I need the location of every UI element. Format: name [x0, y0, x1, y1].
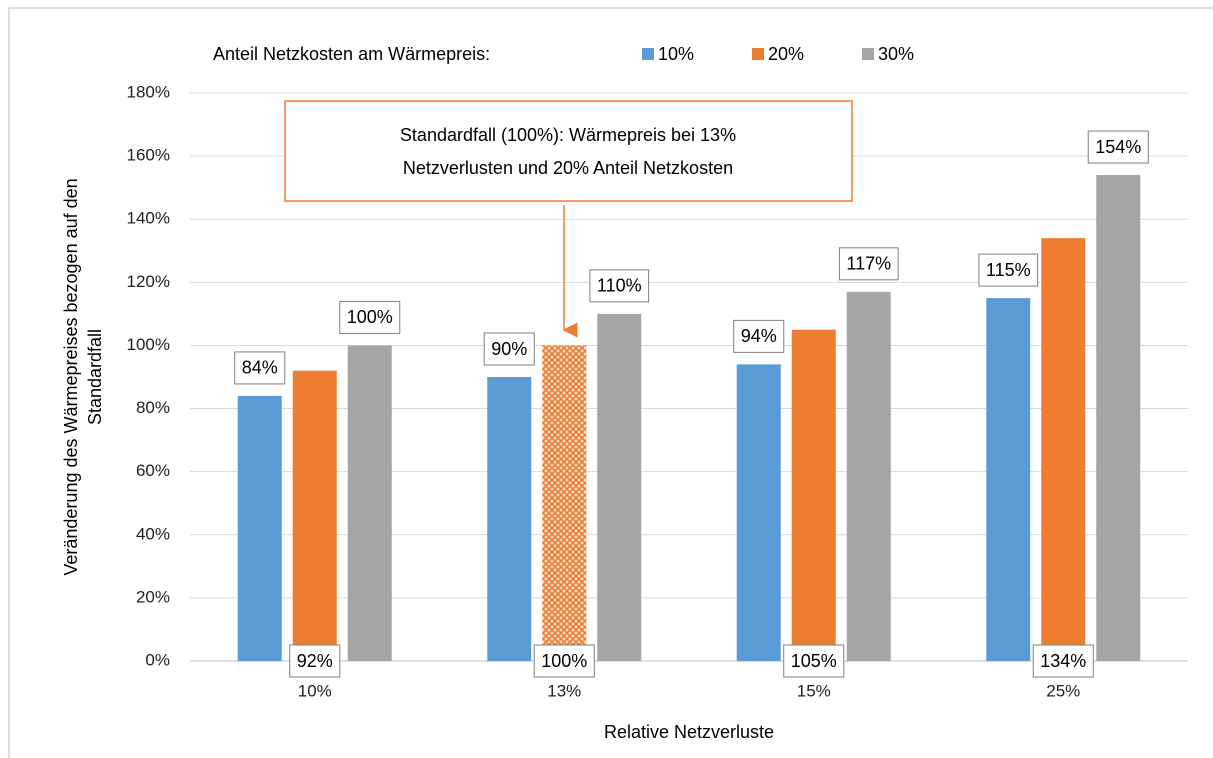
y-tick-label: 0% [145, 650, 170, 669]
bar [1096, 175, 1141, 662]
bar [736, 364, 781, 661]
y-tick-label: 60% [136, 461, 170, 480]
bar [292, 370, 337, 661]
y-tick-label: 180% [127, 82, 170, 101]
data-label-box [339, 300, 401, 334]
bar [542, 345, 587, 661]
x-tick-label: 10% [298, 681, 332, 700]
x-tick-label: 13% [547, 681, 581, 700]
y-axis-title-line: Standardfall [85, 329, 105, 425]
data-label: 100% [541, 651, 587, 671]
legend-label: 20% [768, 44, 804, 64]
data-label: 92% [297, 651, 333, 671]
data-label-box [838, 247, 899, 281]
y-tick-label: 120% [127, 272, 170, 291]
bar [791, 329, 836, 661]
data-label: 105% [791, 651, 837, 671]
x-tick-label: 15% [797, 681, 831, 700]
data-label-box [483, 332, 535, 366]
data-label-box [234, 351, 286, 385]
bar [986, 298, 1031, 661]
bar [1041, 238, 1086, 661]
data-label-box [533, 644, 595, 678]
y-axis-title: Veränderung des Wärmepreises bezogen auf… [61, 178, 105, 575]
legend-swatch [752, 48, 764, 60]
annotation-box [284, 100, 853, 202]
x-tick-label: 25% [1046, 681, 1080, 700]
data-label: 90% [491, 339, 527, 359]
annotation-text: Netzverlusten und 20% Anteil Netzkosten [403, 158, 733, 178]
y-axis-title-line: Veränderung des Wärmepreises bezogen auf… [61, 178, 81, 575]
data-label: 154% [1095, 137, 1141, 157]
y-tick-label: 20% [136, 587, 170, 606]
y-tick-label: 160% [127, 146, 170, 165]
annotation-text: Standardfall (100%): Wärmepreis bei 13% [400, 125, 736, 145]
data-label: 134% [1040, 651, 1086, 671]
frame [8, 7, 1213, 758]
data-label-box [783, 644, 845, 678]
y-tick-label: 100% [127, 335, 170, 354]
y-tick-label: 140% [127, 209, 170, 228]
data-label-box [978, 253, 1039, 287]
data-label: 94% [741, 326, 777, 346]
bar [347, 345, 392, 661]
legend-label: 10% [658, 44, 694, 64]
legend-swatch [642, 48, 654, 60]
data-label-box [1032, 644, 1094, 678]
bar [487, 377, 532, 661]
bar [597, 313, 642, 661]
data-label: 117% [846, 254, 891, 274]
data-label-box [733, 319, 785, 353]
legend-swatch [862, 48, 874, 60]
data-label: 110% [597, 276, 642, 296]
bar [846, 291, 891, 661]
data-label: 84% [242, 358, 278, 378]
x-axis-title: Relative Netzverluste [604, 722, 774, 742]
legend-label: 30% [878, 44, 914, 64]
data-label: 115% [986, 260, 1031, 280]
data-label-box [1087, 130, 1149, 164]
y-tick-label: 80% [136, 398, 170, 417]
data-label: 100% [347, 307, 393, 327]
y-tick-label: 40% [136, 524, 170, 543]
data-label-box [589, 269, 650, 303]
bar [237, 395, 282, 661]
data-label-box [289, 644, 341, 678]
legend-title: Anteil Netzkosten am Wärmepreis: [213, 44, 490, 64]
